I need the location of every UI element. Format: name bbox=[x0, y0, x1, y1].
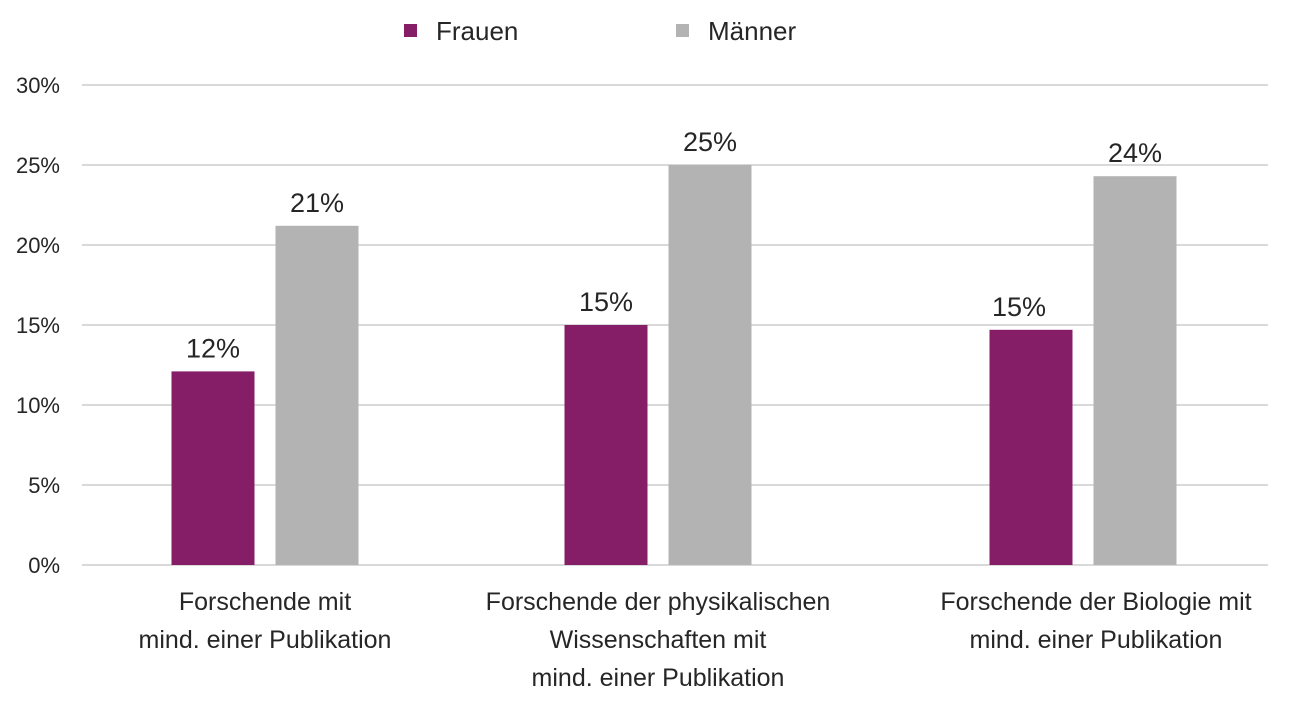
bars: 12% 15% 15% 21% 25% 24% bbox=[171, 127, 1177, 566]
y-axis: 0% 5% 10% 15% 20% 25% 30% bbox=[16, 73, 60, 578]
x-category-label: Forschende der physikalischen Wissenschaf… bbox=[486, 588, 831, 692]
x-category-label: Forschende mit mind. einer Publikation bbox=[139, 588, 392, 654]
x-axis: Forschende mit mind. einer PublikationFor… bbox=[139, 588, 1252, 692]
data-label: 25% bbox=[683, 127, 737, 157]
bar-frauen bbox=[989, 329, 1073, 565]
y-tick-label: 10% bbox=[16, 393, 60, 418]
x-category-label-line: Forschende der physikalischen bbox=[486, 588, 831, 616]
data-label: 21% bbox=[290, 188, 344, 218]
y-tick-label: 25% bbox=[16, 153, 60, 178]
legend-swatch bbox=[676, 24, 689, 37]
legend-label: Männer bbox=[708, 16, 796, 46]
data-label: 15% bbox=[579, 287, 633, 317]
bar-maenner bbox=[275, 225, 359, 566]
y-tick-label: 5% bbox=[28, 473, 60, 498]
y-tick-label: 0% bbox=[28, 553, 60, 578]
x-category-label-line: mind. einer Publikation bbox=[139, 626, 392, 654]
data-label: 15% bbox=[992, 292, 1046, 322]
bar-maenner bbox=[668, 165, 752, 565]
x-category-label-line: Forschende der Biologie mit bbox=[940, 588, 1251, 616]
legend-label: Frauen bbox=[436, 16, 518, 46]
y-tick-label: 20% bbox=[16, 233, 60, 258]
data-label: 12% bbox=[186, 333, 240, 363]
y-tick-label: 15% bbox=[16, 313, 60, 338]
x-category-label-line: Wissenschaften mit bbox=[550, 626, 767, 654]
bar-frauen bbox=[171, 371, 255, 565]
x-category-label-line: Forschende mit bbox=[179, 588, 351, 616]
legend: Frauen Männer bbox=[404, 16, 796, 46]
y-tick-label: 30% bbox=[16, 73, 60, 98]
bar-frauen bbox=[564, 325, 648, 565]
x-category-label: Forschende der Biologie mit mind. einer P… bbox=[940, 588, 1251, 654]
x-category-label-line: mind. einer Publikation bbox=[532, 664, 785, 692]
bar-maenner bbox=[1093, 176, 1177, 565]
data-label: 24% bbox=[1108, 138, 1162, 168]
x-category-label-line: mind. einer Publikation bbox=[970, 626, 1223, 654]
legend-swatch bbox=[404, 24, 417, 37]
